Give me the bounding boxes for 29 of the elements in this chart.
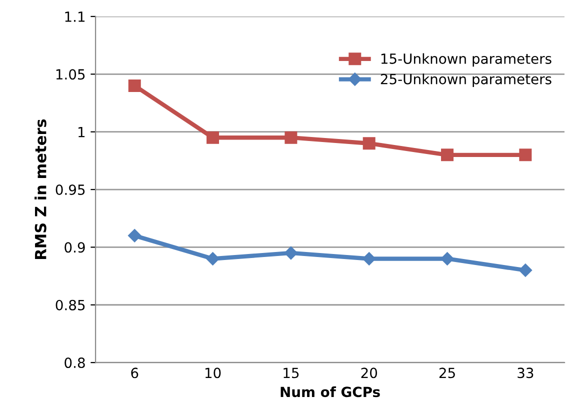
legend-label: 15-Unknown parameters (381, 53, 552, 67)
x-tick-label: 33 (518, 368, 534, 378)
y-tick-label: 1.05 (56, 69, 85, 80)
point (284, 246, 298, 260)
y-tick-label: 0.8 (64, 358, 85, 368)
y-axis-title: RMS Z in meters (34, 119, 46, 259)
x-axis-title: Num of GCPs (280, 386, 380, 398)
point (284, 131, 298, 144)
point (440, 252, 454, 266)
x-tick-label: 10 (205, 368, 221, 378)
point (518, 264, 532, 277)
x-tick-label: 15 (284, 368, 299, 378)
y-tick-label: 0.9 (64, 242, 85, 253)
y-tick-label: 0.85 (56, 300, 85, 310)
x-tick-label: 6 (131, 368, 138, 378)
point (128, 229, 142, 242)
y-tick-label: 1 (78, 126, 85, 138)
legend-label: 25-Unknown parameters (380, 74, 552, 88)
x-tick-label: 20 (361, 368, 378, 378)
point (206, 252, 220, 266)
y-tick-label: 0.95 (56, 184, 85, 195)
point (441, 148, 454, 162)
point (362, 137, 376, 150)
point (128, 79, 141, 92)
point (519, 148, 532, 162)
y-tick-label: 1.1 (65, 12, 85, 22)
point (362, 252, 376, 266)
point (206, 131, 220, 144)
x-tick-label: 25 (439, 368, 455, 378)
